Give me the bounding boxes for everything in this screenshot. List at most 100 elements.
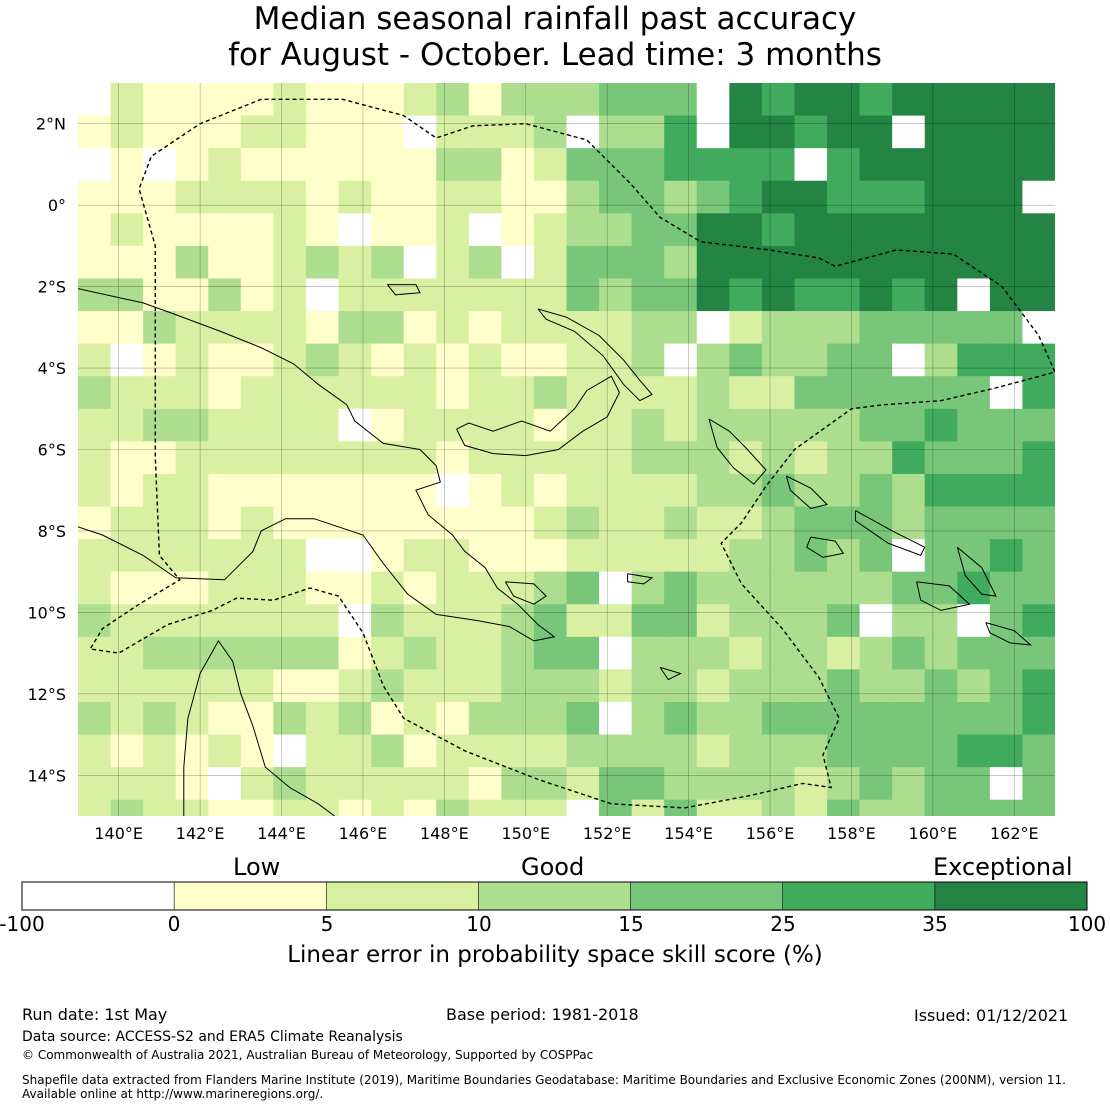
skill-cell	[892, 213, 926, 247]
skill-cell	[175, 604, 209, 638]
skill-cell	[729, 148, 763, 182]
skill-cell	[468, 278, 502, 312]
skill-cell	[859, 278, 893, 312]
skill-cell	[240, 604, 274, 638]
skill-cell	[240, 441, 274, 475]
skill-cell	[175, 83, 209, 117]
skill-cell	[533, 604, 568, 638]
skill-cell	[794, 701, 828, 736]
skill-cell	[599, 180, 633, 214]
skill-cell	[208, 701, 242, 736]
skill-cell	[729, 636, 763, 670]
skill-cell	[696, 180, 730, 214]
x-tick-label: 156°E	[746, 824, 795, 843]
skill-cell	[924, 343, 958, 377]
skill-cell	[338, 148, 372, 182]
skill-cell	[208, 408, 242, 442]
skill-cell	[143, 278, 177, 312]
skill-cell	[371, 245, 405, 280]
skill-cell	[892, 701, 926, 736]
skill-cell	[794, 832, 827, 865]
skill-cell	[143, 473, 177, 508]
skill-cell	[110, 473, 144, 508]
skill-cell	[761, 441, 796, 475]
skill-cell	[371, 636, 405, 670]
x-tick-label: 144°E	[257, 824, 306, 843]
skill-cell	[957, 799, 991, 816]
skill-cell	[827, 115, 861, 149]
skill-cell	[794, 245, 828, 280]
skill-cell	[403, 311, 437, 345]
x-tick-label: 154°E	[664, 824, 713, 843]
colorbar-category-exceptional: Exceptional	[933, 853, 1073, 881]
skill-cell	[599, 604, 633, 638]
skill-cell	[175, 539, 209, 573]
skill-cell	[924, 539, 958, 573]
skill-cell	[501, 213, 535, 247]
skill-cell	[78, 148, 112, 182]
y-tick-label: 0°	[48, 196, 66, 215]
skill-cell	[566, 245, 600, 280]
skill-cell	[110, 506, 144, 540]
skill-cell	[794, 311, 828, 345]
skill-cell	[957, 115, 991, 149]
skill-cell	[501, 180, 535, 214]
skill-cell	[175, 473, 209, 508]
skill-cell	[371, 669, 405, 703]
skill-cell	[78, 408, 112, 442]
skill-cell	[989, 506, 1024, 540]
skill-cell	[989, 473, 1024, 508]
skill-cell	[338, 669, 372, 703]
skill-cell	[468, 734, 502, 768]
skill-cell	[403, 571, 437, 605]
skill-cell	[305, 734, 340, 768]
skill-cell	[1055, 278, 1088, 311]
skill-cell	[957, 571, 991, 605]
skill-cell	[631, 148, 665, 182]
skill-cell	[696, 408, 730, 442]
y-tick-label: 2°N	[36, 115, 66, 134]
skill-cell	[989, 571, 1024, 605]
skill-cell	[371, 701, 405, 736]
skill-cell	[501, 604, 535, 638]
skill-cell	[436, 669, 470, 703]
skill-cell	[468, 441, 502, 475]
skill-cell	[924, 376, 958, 410]
skill-cell	[110, 571, 144, 605]
skill-cell	[892, 376, 926, 410]
x-tick-label: 148°E	[420, 824, 469, 843]
skill-cell	[469, 832, 502, 865]
skill-cell	[1022, 278, 1055, 312]
skill-cell	[78, 571, 112, 605]
skill-cell	[501, 376, 535, 410]
skill-cell	[631, 506, 665, 540]
skill-cell	[794, 799, 828, 816]
skill-cell	[631, 539, 665, 573]
skill-cell	[436, 311, 470, 345]
skill-cell	[729, 701, 763, 736]
skill-cell	[696, 83, 730, 117]
skill-cell	[305, 701, 340, 736]
skill-cell	[110, 180, 144, 214]
skill-cell	[436, 245, 470, 280]
skill-cell	[403, 506, 437, 540]
skill-cell	[761, 408, 796, 442]
skill-cell	[599, 83, 633, 117]
skill-cell	[338, 245, 372, 280]
skill-cell	[696, 571, 730, 605]
skill-cell	[989, 734, 1024, 768]
skill-cell	[989, 376, 1024, 410]
skill-cell	[403, 278, 437, 312]
skill-cell	[859, 701, 893, 736]
skill-cell	[1022, 441, 1055, 475]
skill-cell	[859, 636, 893, 670]
y-tick-label: 4°S	[38, 359, 66, 378]
skill-cell	[501, 701, 535, 736]
skill-cell	[403, 701, 437, 736]
y-tick-label: 12°S	[27, 685, 66, 704]
skill-cell	[1022, 571, 1055, 605]
skill-cell	[664, 506, 698, 540]
x-tick-label: 150°E	[501, 824, 550, 843]
skill-cell	[924, 408, 958, 442]
skill-cell	[78, 83, 112, 117]
